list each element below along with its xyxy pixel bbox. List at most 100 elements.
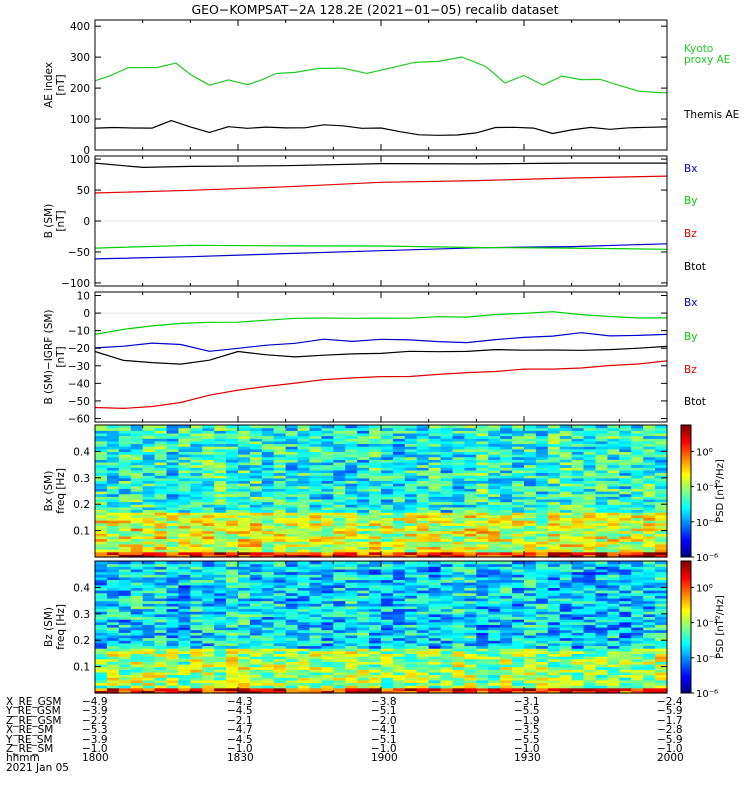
- spectrogram-cell: [416, 448, 430, 452]
- spectrogram-cell: [559, 506, 573, 511]
- spectrogram-cell: [547, 498, 561, 503]
- spectrogram-cell: [273, 527, 287, 532]
- spectrogram-cell: [321, 475, 334, 479]
- spectrogram-cell: [571, 549, 585, 553]
- spectrogram-cell: [202, 520, 215, 524]
- spectrogram-cell: [261, 485, 275, 489]
- spectrogram-cell: [547, 475, 561, 479]
- spectrogram-cell: [488, 645, 501, 649]
- spectrogram-cell: [392, 438, 406, 442]
- spectrogram-cell: [476, 517, 489, 521]
- spectrogram-cell: [416, 469, 430, 474]
- spectrogram-cell: [309, 566, 323, 570]
- spectrogram-cell: [309, 658, 323, 662]
- spectrogram-cell: [202, 535, 215, 540]
- spectrogram-cell: [476, 595, 489, 599]
- spectrogram-cell: [607, 563, 620, 567]
- spectrogram-cell: [285, 653, 299, 657]
- spectrogram-cell: [488, 535, 501, 540]
- spectrogram-cell: [524, 621, 537, 625]
- spectrogram-cell: [154, 446, 168, 450]
- spectrogram-cell: [535, 425, 549, 429]
- spectrogram-cell: [381, 475, 394, 479]
- spectrogram-cell: [512, 597, 525, 602]
- spectrogram-cell: [631, 446, 644, 450]
- spectrogram-cell: [261, 491, 275, 495]
- spectrogram-cell: [500, 640, 513, 644]
- spectrogram-cell: [142, 621, 156, 625]
- spectrogram-cell: [321, 480, 334, 484]
- spectrogram-cell: [476, 530, 489, 534]
- spectrogram-cell: [428, 491, 442, 495]
- spectrogram-cell: [202, 661, 215, 665]
- spectrogram-cell: [95, 533, 108, 537]
- spectrogram-cell: [118, 671, 132, 676]
- spectrogram-cell: [202, 498, 215, 503]
- spectrogram-cell: [118, 576, 132, 581]
- spectrogram-cell: [345, 514, 358, 518]
- spectrogram-cell: [261, 653, 275, 657]
- spectrogram-cell: [333, 520, 346, 524]
- spectrogram-cell: [190, 509, 203, 513]
- spectrogram-cell: [416, 603, 430, 607]
- spectrogram-cell: [488, 632, 501, 636]
- spectrogram-cell: [154, 546, 168, 550]
- spectrogram-cell: [333, 551, 346, 555]
- spectrogram-cell: [416, 475, 430, 479]
- spectrogram-cell: [404, 616, 418, 620]
- spectrogram-cell: [595, 605, 609, 610]
- spectrogram-cell: [500, 685, 513, 689]
- spectrogram-cell: [226, 637, 239, 641]
- spectrogram-cell: [488, 634, 501, 639]
- spectrogram-cell: [106, 435, 120, 439]
- spectrogram-cell: [404, 576, 418, 581]
- spectrogram-cell: [95, 611, 108, 615]
- spectrogram-cell: [238, 690, 251, 694]
- spectrogram-cell: [321, 669, 334, 673]
- spectrogram-cell: [226, 624, 239, 628]
- spectrogram-cell: [178, 666, 191, 670]
- spectrogram-cell: [178, 656, 191, 660]
- y-tick-label: −30: [68, 361, 90, 373]
- spectrogram-cell: [547, 480, 561, 484]
- spectrogram-cell: [643, 464, 656, 468]
- spectrogram-cell: [488, 629, 501, 633]
- spectrogram-cell: [583, 527, 597, 532]
- spectrogram-cell: [464, 454, 477, 458]
- spectrogram-cell: [488, 637, 501, 641]
- spectrogram-cell: [404, 538, 418, 542]
- spectrogram-cell: [95, 504, 108, 508]
- spectrogram-cell: [309, 446, 323, 450]
- spectrogram-cell: [476, 603, 489, 607]
- spectrogram-cell: [512, 533, 525, 537]
- spectrogram-cell: [106, 541, 120, 545]
- spectrogram-cell: [202, 551, 215, 555]
- spectrogram-cell: [512, 435, 525, 439]
- spectrogram-cell: [261, 541, 275, 545]
- spectrogram-cell: [547, 566, 561, 570]
- spectrogram-cell: [571, 597, 585, 602]
- spectrogram-cell: [249, 619, 263, 623]
- spectrogram-cell: [190, 477, 203, 482]
- spectrogram-cell: [166, 535, 180, 540]
- colorbar-segment: [681, 552, 691, 556]
- spectrogram-cell: [226, 611, 239, 615]
- spectrogram-cell: [559, 621, 573, 625]
- y-tick-label: −100: [61, 278, 90, 290]
- spectrogram-cell: [130, 682, 144, 686]
- spectrogram-cell: [95, 629, 108, 633]
- spectrogram-cell: [309, 543, 323, 548]
- spectrogram-cell: [404, 568, 418, 573]
- spectrogram-cell: [428, 603, 442, 607]
- spectrogram-cell: [571, 504, 585, 508]
- spectrogram-cell: [106, 480, 120, 484]
- spectrogram-cell: [130, 443, 144, 447]
- spectrogram-cell: [524, 538, 537, 542]
- spectrogram-cell: [428, 632, 442, 636]
- spectrogram-cell: [178, 493, 191, 497]
- spectrogram-cell: [333, 595, 346, 599]
- spectrogram-cell: [273, 616, 287, 620]
- spectrogram-cell: [285, 663, 299, 668]
- spectrogram-cell: [95, 605, 108, 610]
